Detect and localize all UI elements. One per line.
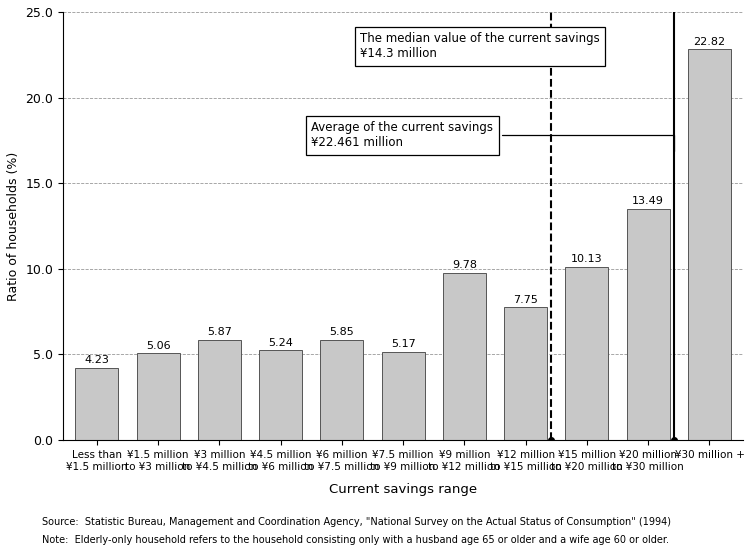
Text: 13.49: 13.49 [632,196,664,206]
Text: 5.85: 5.85 [330,327,355,337]
Text: 5.24: 5.24 [268,338,293,348]
Bar [565,267,609,440]
Text: Note:  Elderly-only household refers to the household consisting only with a hus: Note: Elderly-only household refers to t… [42,535,668,545]
Bar [443,273,486,440]
Text: 10.13: 10.13 [571,254,603,264]
Text: Source:  Statistic Bureau, Management and Coordination Agency, "National Survey : Source: Statistic Bureau, Management and… [42,517,671,527]
Bar [76,368,118,440]
Text: 5.17: 5.17 [391,339,416,349]
Bar [382,352,425,440]
X-axis label: Current savings range: Current savings range [329,483,477,496]
Text: The median value of the current savings
¥14.3 million: The median value of the current savings … [361,32,600,60]
Text: 4.23: 4.23 [85,355,109,365]
Bar [137,353,179,440]
Text: 5.87: 5.87 [207,327,232,337]
Text: 5.06: 5.06 [146,341,170,351]
Bar [198,340,240,440]
Bar [321,340,364,440]
Text: 22.82: 22.82 [693,36,726,46]
Bar [504,307,547,440]
Y-axis label: Ratio of households (%): Ratio of households (%) [7,152,20,301]
Bar [627,209,670,440]
Text: 7.75: 7.75 [513,295,538,305]
Bar [259,350,302,440]
Bar [688,49,731,440]
Text: 9.78: 9.78 [452,260,477,270]
Text: Average of the current savings
¥22.461 million: Average of the current savings ¥22.461 m… [311,121,674,152]
